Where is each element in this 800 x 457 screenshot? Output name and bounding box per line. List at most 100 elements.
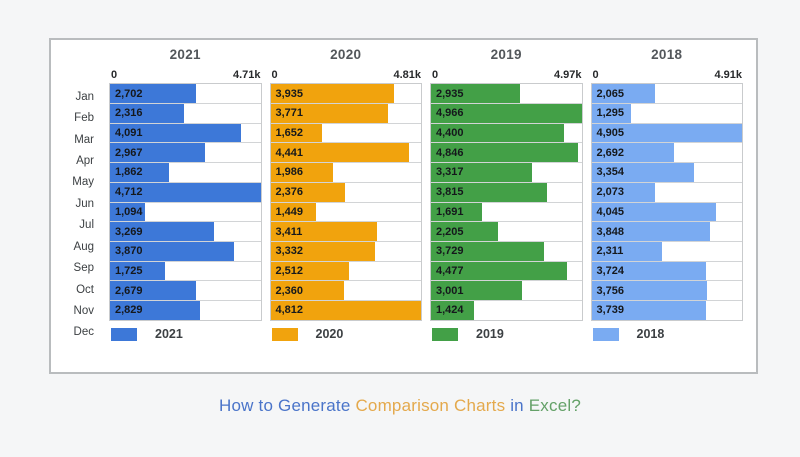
- bar-row: 3,815: [431, 182, 582, 203]
- axis-min-label: 0: [592, 69, 599, 82]
- bar-value-label: 3,411: [275, 225, 303, 238]
- bar-row: 1,862: [110, 163, 261, 183]
- bar-row: 2,360: [270, 281, 421, 302]
- bar-value-label: 3,935: [275, 87, 304, 100]
- bar: [110, 143, 205, 163]
- bar-value-label: 2,512: [275, 265, 304, 278]
- bar-value-label: 2,702: [115, 87, 143, 100]
- legend-swatch: [592, 327, 619, 341]
- title-segment: Excel?: [528, 396, 581, 415]
- bar: [591, 301, 707, 320]
- bar-row: 3,756: [591, 281, 742, 302]
- bar-value-label: 1,449: [275, 205, 304, 218]
- bar-value-label: 4,091: [115, 126, 143, 139]
- bar: [591, 281, 707, 301]
- bar: [591, 182, 656, 202]
- legend-label: 2020: [315, 327, 344, 342]
- bar-row: 4,712: [110, 182, 261, 203]
- bar-value-label: 3,317: [436, 166, 464, 179]
- bar: [591, 84, 655, 103]
- bar-value-label: 1,424: [436, 304, 464, 317]
- legend-label: 2021: [155, 327, 183, 342]
- bar: [591, 241, 663, 261]
- month-label: Feb: [74, 112, 94, 125]
- bar-value-label: 4,905: [596, 126, 625, 139]
- bar: [110, 103, 185, 123]
- bar-value-label: 2,679: [115, 284, 143, 297]
- bar: [110, 301, 201, 320]
- bar-row: 1,094: [110, 202, 261, 223]
- month-label: Jan: [75, 90, 94, 103]
- legend: 2020: [270, 323, 423, 346]
- bar-row: 4,966: [431, 103, 582, 124]
- bar-value-label: 3,870: [115, 245, 143, 258]
- year-panel-2020: 2020 0 4.81k 3,935 3,771 1,652 4,441 1,986 2,376…: [269, 44, 423, 346]
- bar-value-label: 4,812: [275, 304, 304, 317]
- legend: 2019: [430, 323, 583, 346]
- panel-title: 2020: [330, 47, 362, 62]
- bar-row: 4,441: [270, 143, 421, 164]
- bar-row: 3,317: [431, 163, 582, 183]
- panel-title: 2019: [490, 47, 522, 62]
- bar-value-label: 3,332: [275, 245, 304, 258]
- bar-value-label: 3,771: [275, 107, 304, 120]
- bar-row: 4,846: [431, 143, 582, 164]
- panel-title: 2021: [169, 47, 201, 62]
- bar-value-label: 1,295: [596, 107, 625, 120]
- plot-area: 2,935 4,966 4,400 4,846 3,317 3,815 1,691 2,205…: [430, 83, 583, 321]
- page-title: How to Generate Comparison Charts in Exc…: [0, 396, 800, 416]
- bar-value-label: 2,692: [596, 146, 625, 159]
- title-segment: Comparison Charts: [355, 396, 506, 415]
- bar-row: 2,065: [591, 84, 742, 104]
- legend-label: 2019: [476, 327, 504, 342]
- bar-value-label: 2,829: [115, 304, 143, 317]
- bar: [431, 281, 522, 301]
- month-label: Oct: [76, 283, 94, 296]
- bar-row: 3,771: [270, 103, 421, 124]
- bar-row: 3,411: [270, 222, 421, 242]
- bar-row: 2,311: [591, 241, 742, 262]
- month-label: Jul: [79, 219, 94, 232]
- bar: [270, 241, 375, 261]
- bar: [110, 123, 241, 143]
- bar-row: 3,724: [591, 261, 742, 282]
- chart-area: Jan Feb Mar Apr May Jun Jul Aug Sep Oct Nov Dec 202…: [51, 40, 756, 346]
- bar-value-label: 4,045: [596, 205, 625, 218]
- month-label: Sep: [73, 262, 94, 275]
- bar-row: 3,739: [591, 301, 743, 320]
- bar-value-label: 2,316: [115, 107, 143, 120]
- bar-value-label: 4,966: [436, 107, 464, 120]
- bar: [591, 202, 716, 222]
- month-label: Jun: [75, 197, 94, 210]
- year-panel-2021: 2021 0 4.71k 2,702 2,316 4,091 2,967 1,862 4,712…: [109, 44, 262, 346]
- bar-row: 1,691: [431, 202, 582, 223]
- bar-value-label: 3,739: [596, 304, 625, 317]
- bar-value-label: 1,094: [115, 205, 143, 218]
- month-label: Aug: [73, 240, 94, 253]
- bar-row: 1,986: [270, 163, 421, 183]
- bar: [431, 222, 498, 241]
- month-axis: Jan Feb Mar Apr May Jun Jul Aug Sep Oct Nov Dec: [61, 86, 101, 343]
- axis-max-label: 4.91k: [714, 69, 742, 82]
- axis-min-label: 0: [271, 69, 278, 82]
- bar-value-label: 2,073: [596, 186, 625, 199]
- bar: [591, 143, 675, 163]
- bar: [110, 281, 196, 301]
- plot-area: 2,065 1,295 4,905 2,692 3,354 2,073 4,045 3,848…: [590, 83, 743, 321]
- month-label: Dec: [73, 326, 94, 339]
- legend-label: 2018: [636, 327, 665, 342]
- bar: [591, 222, 710, 241]
- bar-row: 2,692: [591, 143, 742, 164]
- axis-row: 0 4.81k: [270, 66, 423, 83]
- bar: [431, 202, 483, 222]
- bar-value-label: 2,935: [436, 87, 464, 100]
- year-panel-2018: 2018 0 4.91k 2,065 1,295 4,905 2,692 3,354 2,073…: [590, 44, 743, 346]
- bar: [431, 103, 582, 123]
- bar-value-label: 2,376: [275, 186, 304, 199]
- axis-max-label: 4.97k: [553, 69, 582, 82]
- bar: [270, 163, 333, 182]
- bar-row: 4,812: [270, 301, 421, 320]
- bar-row: 4,091: [110, 123, 261, 144]
- title-segment: How to Generate: [219, 396, 356, 415]
- bar: [270, 143, 410, 163]
